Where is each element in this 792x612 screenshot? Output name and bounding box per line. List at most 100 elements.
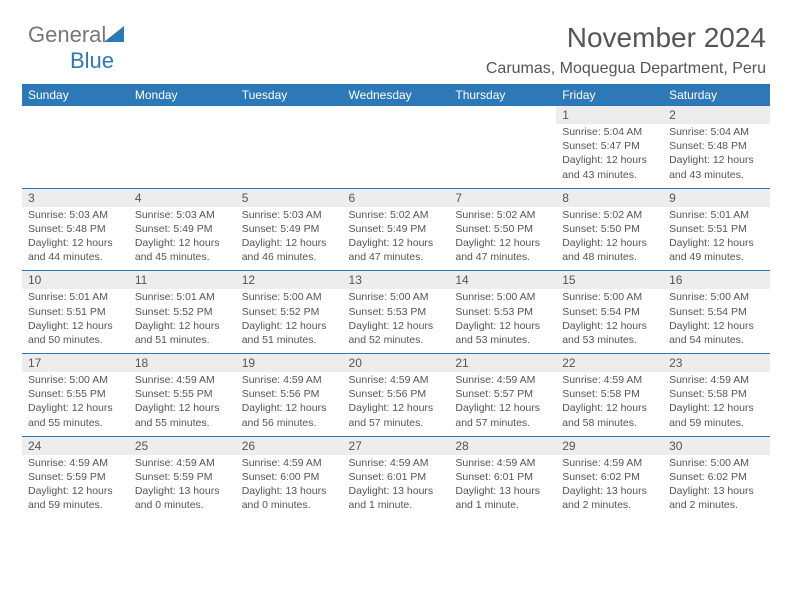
sunset-text: Sunset: 5:53 PM <box>455 305 550 319</box>
day-data-cell: Sunrise: 5:00 AMSunset: 5:53 PMDaylight:… <box>343 289 450 353</box>
day-number-cell: 5 <box>236 188 343 207</box>
day-number-cell: 14 <box>449 271 556 290</box>
day-number-cell: 10 <box>22 271 129 290</box>
sunrise-text: Sunrise: 5:00 AM <box>562 290 657 304</box>
day-number-cell <box>449 106 556 124</box>
day-number-cell <box>22 106 129 124</box>
sunset-text: Sunset: 5:56 PM <box>349 387 444 401</box>
day-number-cell: 22 <box>556 354 663 373</box>
sunrise-text: Sunrise: 5:01 AM <box>135 290 230 304</box>
sunrise-text: Sunrise: 5:00 AM <box>349 290 444 304</box>
day-data-cell: Sunrise: 5:03 AMSunset: 5:48 PMDaylight:… <box>22 207 129 271</box>
day-number-cell: 17 <box>22 354 129 373</box>
week-daynum-row: 10111213141516 <box>22 271 770 290</box>
day-number-cell: 8 <box>556 188 663 207</box>
col-wednesday: Wednesday <box>343 84 450 106</box>
day-number-cell: 19 <box>236 354 343 373</box>
weekday-header-row: Sunday Monday Tuesday Wednesday Thursday… <box>22 84 770 106</box>
col-saturday: Saturday <box>663 84 770 106</box>
day-number-cell: 1 <box>556 106 663 124</box>
sunrise-text: Sunrise: 4:59 AM <box>669 373 764 387</box>
daylight-text: Daylight: 12 hours and 55 minutes. <box>28 401 123 429</box>
day-number-cell: 11 <box>129 271 236 290</box>
day-data-cell: Sunrise: 5:03 AMSunset: 5:49 PMDaylight:… <box>129 207 236 271</box>
sunrise-text: Sunrise: 5:02 AM <box>455 208 550 222</box>
day-data-cell: Sunrise: 5:02 AMSunset: 5:49 PMDaylight:… <box>343 207 450 271</box>
sunrise-text: Sunrise: 5:01 AM <box>28 290 123 304</box>
day-number-cell: 15 <box>556 271 663 290</box>
sunset-text: Sunset: 5:49 PM <box>242 222 337 236</box>
day-data-cell: Sunrise: 5:00 AMSunset: 5:55 PMDaylight:… <box>22 372 129 436</box>
page-title: November 2024 <box>22 22 770 54</box>
daylight-text: Daylight: 12 hours and 52 minutes. <box>349 319 444 347</box>
day-data-cell: Sunrise: 5:00 AMSunset: 5:52 PMDaylight:… <box>236 289 343 353</box>
week-data-row: Sunrise: 5:04 AMSunset: 5:47 PMDaylight:… <box>22 124 770 188</box>
sunrise-text: Sunrise: 5:04 AM <box>562 125 657 139</box>
daylight-text: Daylight: 12 hours and 54 minutes. <box>669 319 764 347</box>
day-number-cell: 13 <box>343 271 450 290</box>
day-data-cell: Sunrise: 4:59 AMSunset: 5:56 PMDaylight:… <box>236 372 343 436</box>
sunset-text: Sunset: 5:49 PM <box>135 222 230 236</box>
daylight-text: Daylight: 12 hours and 53 minutes. <box>562 319 657 347</box>
week-data-row: Sunrise: 4:59 AMSunset: 5:59 PMDaylight:… <box>22 455 770 519</box>
sunset-text: Sunset: 5:51 PM <box>28 305 123 319</box>
sunset-text: Sunset: 5:56 PM <box>242 387 337 401</box>
day-number-cell: 26 <box>236 436 343 455</box>
day-number-cell: 25 <box>129 436 236 455</box>
daylight-text: Daylight: 12 hours and 57 minutes. <box>455 401 550 429</box>
location-subtitle: Carumas, Moquegua Department, Peru <box>22 60 770 78</box>
daylight-text: Daylight: 12 hours and 58 minutes. <box>562 401 657 429</box>
day-data-cell: Sunrise: 5:02 AMSunset: 5:50 PMDaylight:… <box>449 207 556 271</box>
day-data-cell <box>129 124 236 188</box>
sunrise-text: Sunrise: 5:02 AM <box>562 208 657 222</box>
sunset-text: Sunset: 5:55 PM <box>135 387 230 401</box>
day-number-cell: 23 <box>663 354 770 373</box>
day-data-cell: Sunrise: 4:59 AMSunset: 5:58 PMDaylight:… <box>663 372 770 436</box>
daylight-text: Daylight: 13 hours and 0 minutes. <box>242 484 337 512</box>
sunrise-text: Sunrise: 5:03 AM <box>242 208 337 222</box>
col-sunday: Sunday <box>22 84 129 106</box>
sunrise-text: Sunrise: 5:00 AM <box>242 290 337 304</box>
daylight-text: Daylight: 12 hours and 48 minutes. <box>562 236 657 264</box>
day-data-cell: Sunrise: 5:00 AMSunset: 6:02 PMDaylight:… <box>663 455 770 519</box>
sunset-text: Sunset: 5:58 PM <box>562 387 657 401</box>
daylight-text: Daylight: 13 hours and 1 minute. <box>349 484 444 512</box>
daylight-text: Daylight: 12 hours and 44 minutes. <box>28 236 123 264</box>
day-data-cell <box>22 124 129 188</box>
sunrise-text: Sunrise: 4:59 AM <box>455 456 550 470</box>
day-data-cell: Sunrise: 4:59 AMSunset: 5:55 PMDaylight:… <box>129 372 236 436</box>
day-data-cell: Sunrise: 4:59 AMSunset: 6:01 PMDaylight:… <box>343 455 450 519</box>
daylight-text: Daylight: 12 hours and 51 minutes. <box>135 319 230 347</box>
day-data-cell: Sunrise: 4:59 AMSunset: 5:58 PMDaylight:… <box>556 372 663 436</box>
day-data-cell <box>449 124 556 188</box>
day-number-cell <box>129 106 236 124</box>
day-data-cell: Sunrise: 5:01 AMSunset: 5:51 PMDaylight:… <box>22 289 129 353</box>
day-data-cell: Sunrise: 5:00 AMSunset: 5:54 PMDaylight:… <box>556 289 663 353</box>
daylight-text: Daylight: 12 hours and 46 minutes. <box>242 236 337 264</box>
logo-text-gray: General <box>28 22 106 47</box>
sunrise-text: Sunrise: 5:03 AM <box>28 208 123 222</box>
day-data-cell: Sunrise: 5:04 AMSunset: 5:48 PMDaylight:… <box>663 124 770 188</box>
sunrise-text: Sunrise: 4:59 AM <box>242 456 337 470</box>
daylight-text: Daylight: 12 hours and 45 minutes. <box>135 236 230 264</box>
day-number-cell: 27 <box>343 436 450 455</box>
daylight-text: Daylight: 13 hours and 1 minute. <box>455 484 550 512</box>
sunset-text: Sunset: 5:58 PM <box>669 387 764 401</box>
sunset-text: Sunset: 6:02 PM <box>562 470 657 484</box>
sunrise-text: Sunrise: 5:01 AM <box>669 208 764 222</box>
daylight-text: Daylight: 12 hours and 43 minutes. <box>669 153 764 181</box>
daylight-text: Daylight: 12 hours and 51 minutes. <box>242 319 337 347</box>
day-number-cell: 6 <box>343 188 450 207</box>
day-data-cell <box>343 124 450 188</box>
col-tuesday: Tuesday <box>236 84 343 106</box>
day-number-cell: 29 <box>556 436 663 455</box>
week-data-row: Sunrise: 5:00 AMSunset: 5:55 PMDaylight:… <box>22 372 770 436</box>
day-number-cell: 9 <box>663 188 770 207</box>
sunrise-text: Sunrise: 5:03 AM <box>135 208 230 222</box>
day-data-cell: Sunrise: 5:01 AMSunset: 5:52 PMDaylight:… <box>129 289 236 353</box>
day-data-cell: Sunrise: 5:00 AMSunset: 5:54 PMDaylight:… <box>663 289 770 353</box>
day-data-cell: Sunrise: 4:59 AMSunset: 5:59 PMDaylight:… <box>129 455 236 519</box>
sunset-text: Sunset: 5:54 PM <box>562 305 657 319</box>
daylight-text: Daylight: 12 hours and 53 minutes. <box>455 319 550 347</box>
daylight-text: Daylight: 13 hours and 0 minutes. <box>135 484 230 512</box>
